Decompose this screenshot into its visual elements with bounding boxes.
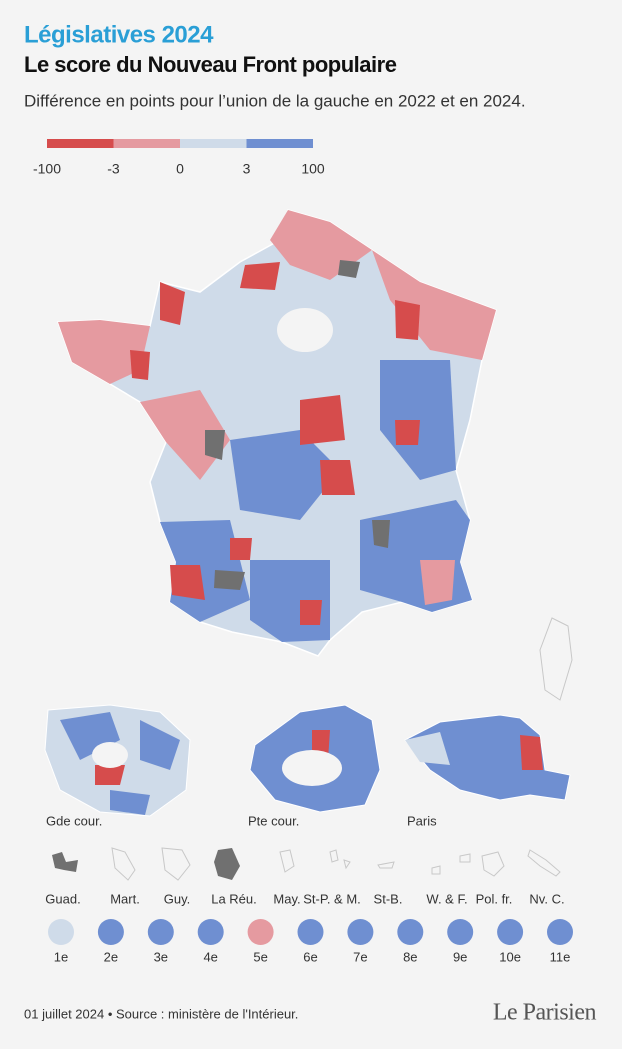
inset-label: Pte cour. bbox=[248, 813, 299, 828]
overseas-label: Mart. bbox=[110, 891, 140, 906]
overseas-label: Pol. fr. bbox=[476, 891, 513, 906]
constituency-circle bbox=[397, 919, 424, 945]
constituency-circle bbox=[447, 919, 474, 945]
overseas-label: Nv. C. bbox=[529, 891, 564, 906]
constituency-circle bbox=[48, 919, 74, 945]
constituency-label: 4e bbox=[203, 949, 217, 964]
constituency-label: 6e bbox=[303, 949, 317, 964]
france-map bbox=[56, 209, 573, 701]
constituency-circle bbox=[197, 919, 224, 945]
constituency-label: 3e bbox=[154, 949, 168, 964]
legend-tick-label: 3 bbox=[243, 161, 251, 177]
inset-grande-couronne bbox=[44, 704, 191, 817]
inset-paris bbox=[404, 714, 571, 801]
kicker: Législatives 2024 bbox=[24, 21, 214, 48]
constituency-label: 11e bbox=[550, 949, 571, 964]
legend-swatch bbox=[113, 139, 180, 148]
constituency-circle bbox=[347, 919, 374, 945]
constituency-label: 8e bbox=[403, 949, 417, 964]
constituency-circle bbox=[297, 919, 324, 945]
subtitle: Différence en points pour l’union de la … bbox=[24, 91, 526, 110]
constituency-label: 1e bbox=[54, 949, 68, 964]
constituency-circle bbox=[97, 919, 124, 945]
overseas-labels: Guad. Mart. Guy. La Réu. May. St-P. & M. St-B.… bbox=[45, 891, 564, 906]
legend-swatch bbox=[47, 139, 114, 148]
constituency-label: 9e bbox=[453, 949, 467, 964]
legend-tick-label: -3 bbox=[107, 161, 120, 177]
logo: Le Parisien bbox=[493, 1000, 597, 1026]
constituency-label: 5e bbox=[253, 949, 267, 964]
legend-tick-label: -100 bbox=[33, 161, 61, 177]
overseas-outlines bbox=[52, 847, 561, 881]
inset-label: Paris bbox=[407, 813, 437, 828]
legend-tick-label: 100 bbox=[301, 161, 325, 177]
overseas-label: St-B. bbox=[374, 891, 403, 906]
constituency-circle bbox=[497, 919, 524, 945]
constituency-label: 10e bbox=[499, 949, 521, 964]
title: Le score du Nouveau Front populaire bbox=[24, 52, 397, 77]
legend-swatch bbox=[246, 139, 313, 148]
abroad-constituencies: 1e 2e 3e 4e 5e 6e 7e 8e 9e 10e 11e bbox=[48, 919, 573, 964]
legend-swatch bbox=[180, 139, 247, 148]
constituency-label: 7e bbox=[353, 949, 367, 964]
overseas-label: St-P. & M. bbox=[303, 891, 361, 906]
legend-tick-label: 0 bbox=[176, 161, 184, 177]
legend: -100 -3 0 3 100 bbox=[33, 139, 325, 177]
inset-petite-couronne bbox=[249, 704, 381, 813]
constituency-circle bbox=[547, 919, 573, 945]
inset-labels: Gde cour. Pte cour. Paris bbox=[46, 813, 437, 828]
overseas-label: Guy. bbox=[164, 891, 191, 906]
constituency-circle bbox=[247, 919, 274, 945]
overseas-label: W. & F. bbox=[426, 891, 467, 906]
constituency-label: 2e bbox=[104, 949, 118, 964]
overseas-label: May. bbox=[273, 891, 300, 906]
overseas-label: Guad. bbox=[45, 891, 80, 906]
inset-label: Gde cour. bbox=[46, 813, 102, 828]
source: 01 juillet 2024 • Source : ministère de … bbox=[24, 1006, 298, 1021]
overseas-label: La Réu. bbox=[211, 891, 257, 906]
constituency-circle bbox=[147, 919, 174, 945]
